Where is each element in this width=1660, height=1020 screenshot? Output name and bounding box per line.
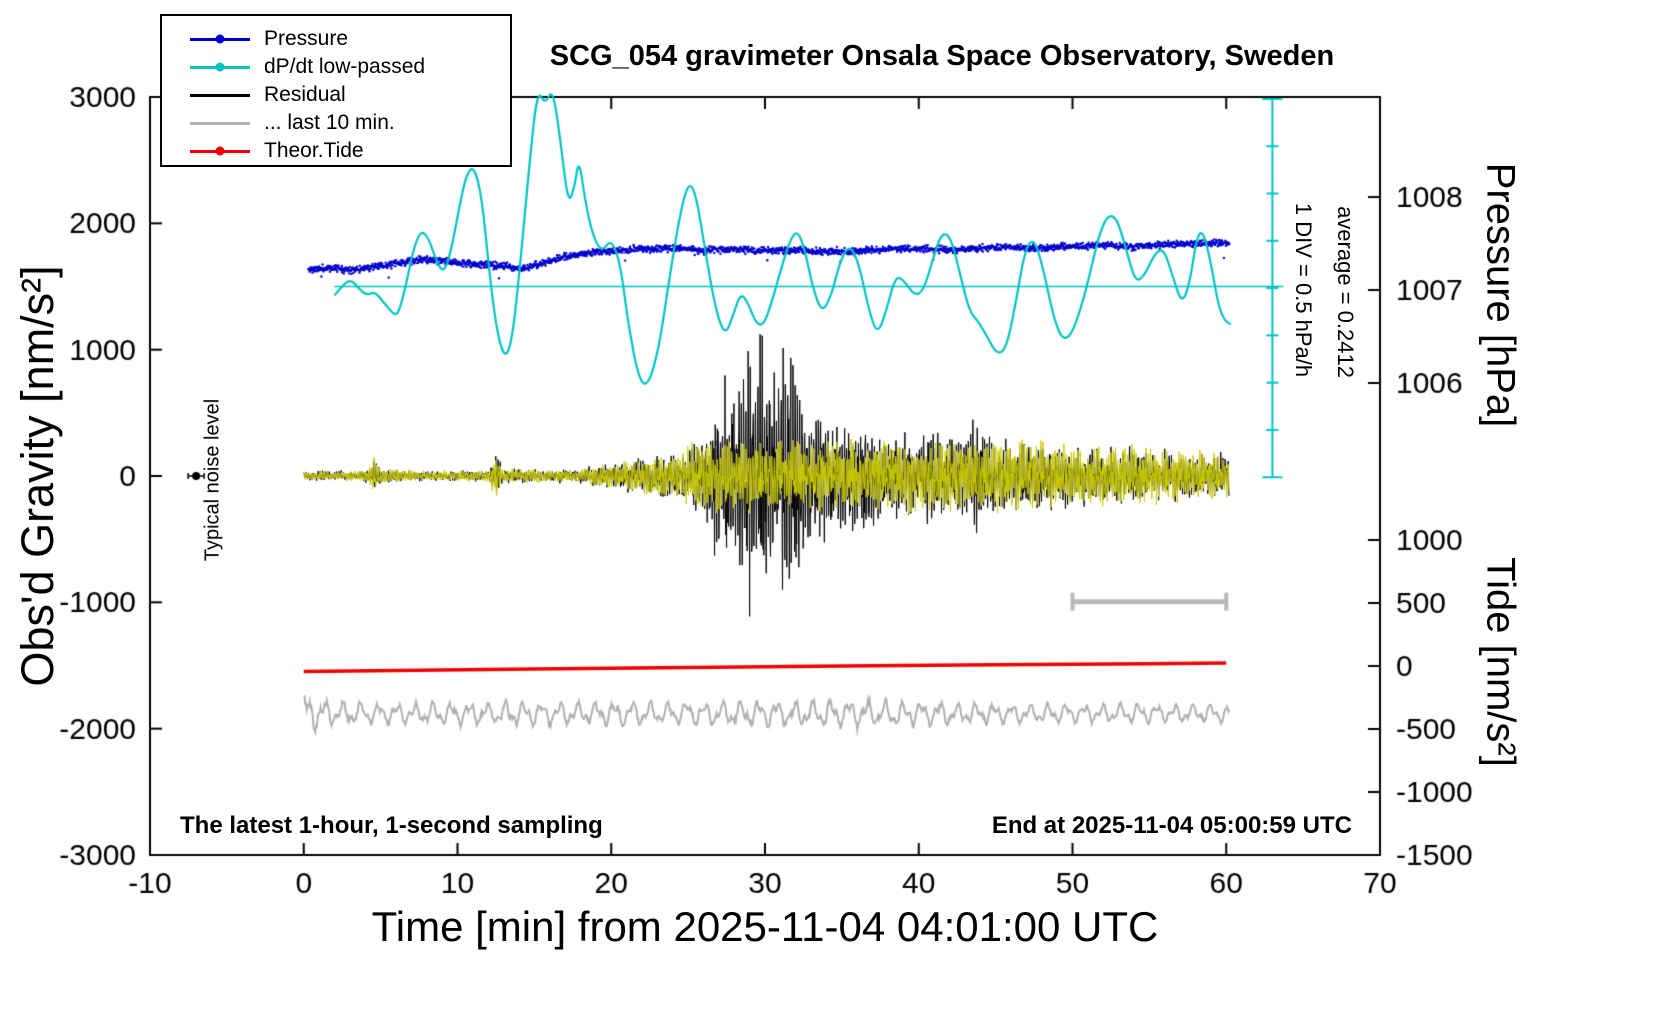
y-axis-label-gravity: Obs'd Gravity [nm/s²]: [12, 265, 63, 687]
residual-line-icon: [190, 89, 250, 101]
legend-item-pressure: Pressure: [162, 25, 510, 53]
end-time-note: End at 2025-11-04 05:00:59 UTC: [991, 812, 1352, 839]
legend-item-theortide: Theor.Tide: [162, 137, 510, 165]
noise-level-annotation: Typical noise level: [201, 398, 224, 562]
legend-item-residual: Residual: [162, 81, 510, 109]
legend-item-last10min: ... last 10 min.: [162, 109, 510, 137]
legend-box: Pressure dP/dt low-passed Residual ... l…: [160, 14, 512, 167]
dpdt-line-icon: [190, 61, 250, 73]
average-annotation: average = 0.2412: [1333, 206, 1358, 378]
legend-label-dpdt: dP/dt low-passed: [264, 55, 426, 78]
legend-item-dpdt: dP/dt low-passed: [162, 53, 510, 81]
legend-label-theortide: Theor.Tide: [264, 139, 364, 162]
y-axis-label-tide: Tide [nm/s²]: [1478, 557, 1523, 767]
sampling-note: The latest 1-hour, 1-second sampling: [180, 812, 603, 839]
legend-label-residual: Residual: [264, 83, 346, 106]
x-axis-label: Time [min] from 2025-11-04 04:01:00 UTC: [371, 903, 1159, 950]
chart-title: SCG_054 gravimeter Onsala Space Observat…: [549, 40, 1335, 72]
legend-label-pressure: Pressure: [264, 27, 349, 50]
theortide-line-icon: [190, 145, 250, 157]
div-scale-annotation: 1 DIV = 0.5 hPa/h: [1291, 202, 1316, 378]
last10min-line-icon: [190, 117, 250, 129]
y-axis-label-pressure: Pressure [hPa]: [1478, 162, 1523, 428]
pressure-line-icon: [190, 33, 250, 45]
legend-label-last10min: ... last 10 min.: [264, 111, 395, 134]
